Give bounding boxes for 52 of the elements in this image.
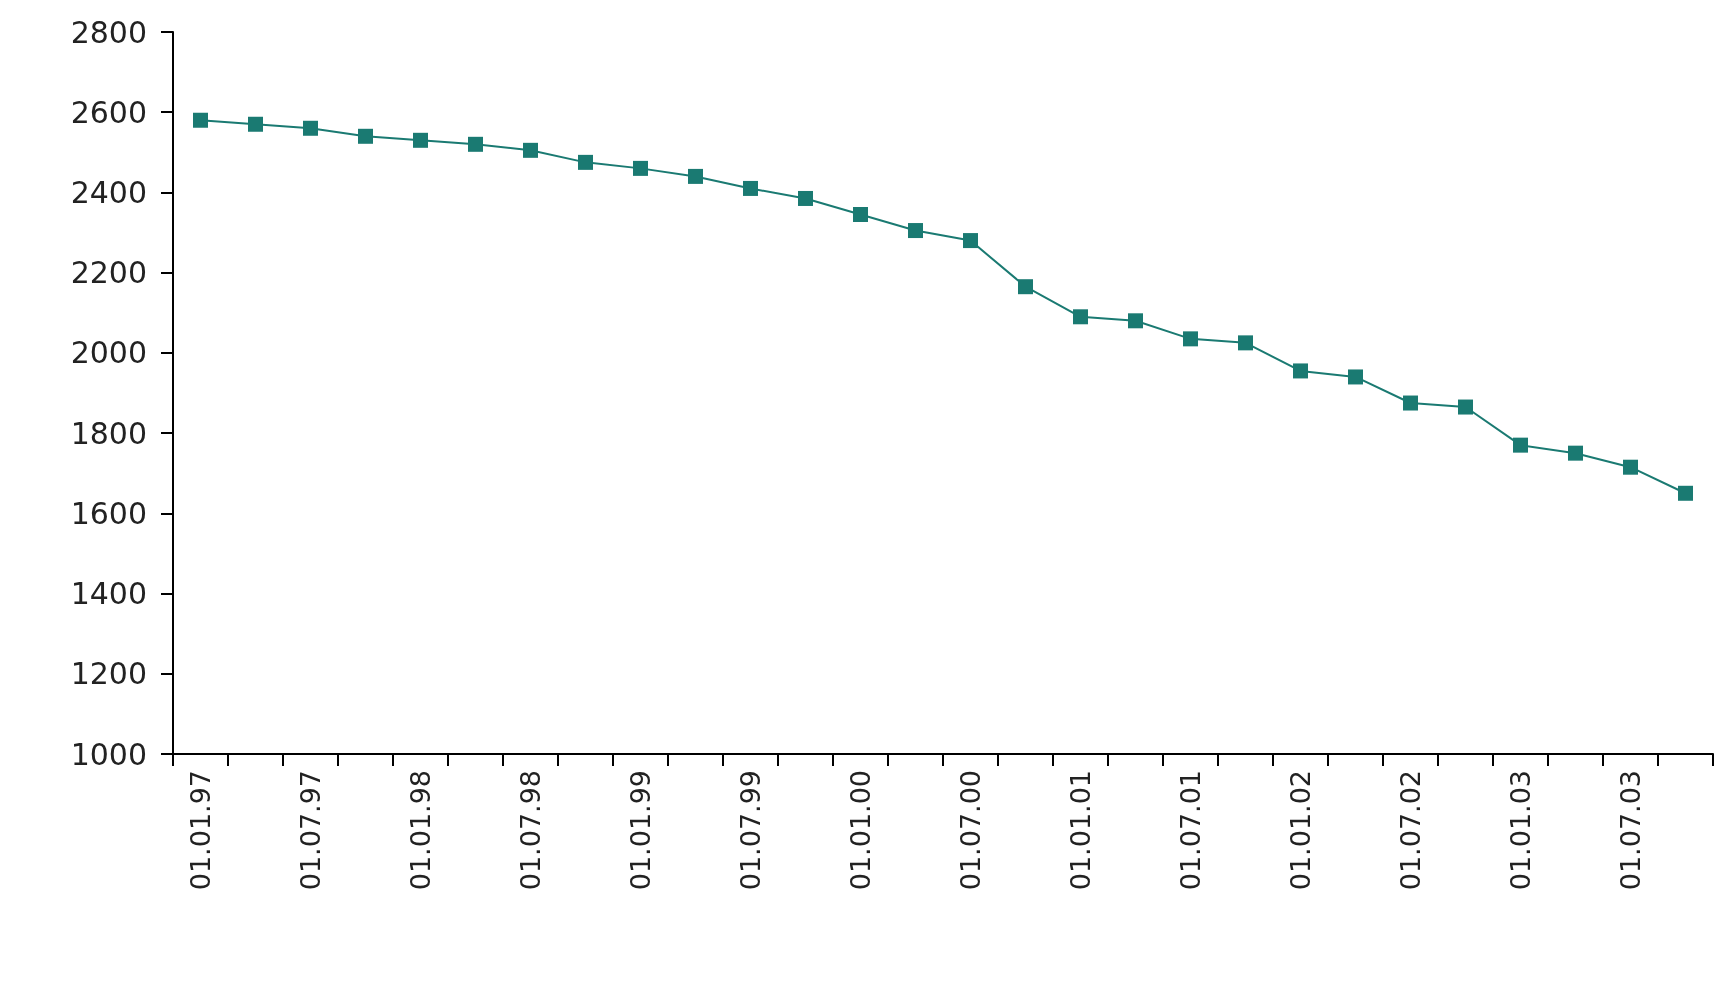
y-tick-label: 2000 (70, 335, 147, 371)
point (303, 120, 318, 136)
point (1183, 331, 1198, 347)
point (193, 112, 208, 128)
y-tick-label: 1800 (70, 415, 147, 451)
point (853, 207, 868, 223)
point (743, 180, 758, 196)
point (1513, 437, 1528, 453)
point (1623, 459, 1638, 475)
point (1073, 309, 1088, 325)
point (1568, 445, 1583, 461)
point (523, 142, 538, 158)
point (248, 116, 263, 132)
y-tick-label: 2600 (70, 94, 147, 130)
y-tick-label: 2200 (70, 255, 147, 291)
x-tick-label: 01.01.03 (1505, 770, 1536, 891)
point (908, 223, 923, 239)
point (688, 168, 703, 184)
point (963, 233, 978, 249)
x-tick-label: 01.07.02 (1395, 770, 1426, 891)
x-tick-label: 01.07.03 (1615, 770, 1646, 891)
y-tick-label: 2400 (70, 174, 147, 210)
point (1458, 399, 1473, 415)
y-tick-label: 1400 (70, 576, 147, 612)
x-tick-label: 01.07.99 (735, 770, 766, 891)
x-tick-label: 01.01.02 (1285, 770, 1316, 891)
point (1403, 395, 1418, 411)
point (633, 160, 648, 176)
point (468, 136, 483, 152)
x-tick-label: 01.01.99 (625, 770, 656, 891)
x-tick-label: 01.01.00 (845, 770, 876, 891)
point (798, 190, 813, 206)
point (358, 128, 373, 144)
x-tick-label: 01.07.01 (1175, 770, 1206, 891)
y-tick-label: 1200 (70, 656, 147, 692)
point (1128, 313, 1143, 329)
y-tick-label: 1600 (70, 495, 147, 531)
x-tick-label: 01.01.97 (185, 770, 216, 891)
x-tick-label: 01.01.01 (1065, 770, 1096, 891)
x-tick-label: 01.07.98 (515, 770, 546, 891)
point (1678, 485, 1693, 501)
point (1238, 335, 1253, 351)
x-tick-label: 01.07.97 (295, 770, 326, 891)
x-tick-label: 01.01.98 (405, 770, 436, 891)
point (1348, 369, 1363, 385)
y-tick-label: 1000 (70, 736, 147, 772)
point (413, 132, 428, 148)
x-tick-label: 01.07.00 (955, 770, 986, 891)
point (1293, 363, 1308, 379)
point (1018, 279, 1033, 295)
point (578, 154, 593, 170)
y-tick-label: 2800 (70, 14, 147, 50)
